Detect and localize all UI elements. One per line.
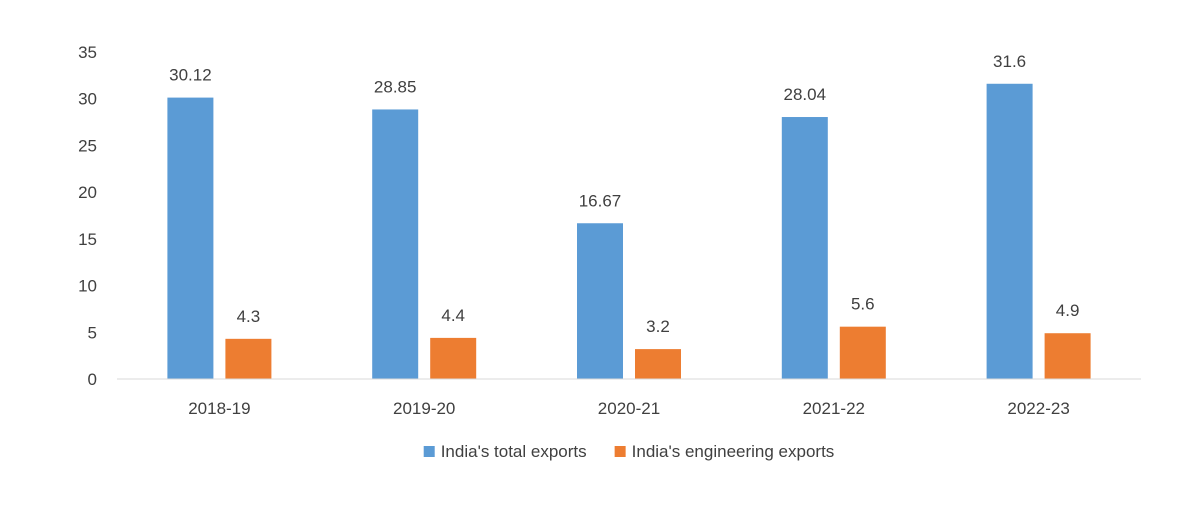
x-tick-label: 2021-22: [803, 399, 865, 418]
x-tick-label: 2018-19: [188, 399, 250, 418]
y-tick-label: 5: [88, 323, 97, 342]
bar-total-exports: [372, 109, 419, 380]
data-label: 28.04: [784, 85, 827, 104]
legend-swatch: [614, 446, 626, 457]
data-label: 4.9: [1056, 301, 1080, 320]
legend-item: India's total exports: [423, 442, 587, 461]
y-tick-label: 30: [78, 90, 97, 109]
data-label: 16.67: [579, 191, 622, 210]
bar-engineering-exports: [839, 326, 886, 379]
y-axis: 0 5 10 15 20 25 30 35: [78, 43, 97, 389]
legend: India's total exports India's engineering…: [423, 442, 835, 461]
bars: [167, 83, 1091, 380]
x-tick-label: 2019-20: [393, 399, 455, 418]
legend-swatch: [423, 446, 435, 457]
x-tick-label: 2020-21: [598, 399, 660, 418]
bar-total-exports: [781, 117, 828, 380]
data-label: 3.2: [646, 317, 670, 336]
y-tick-label: 0: [88, 370, 97, 389]
x-axis: 2018-19 2019-20 2020-21 2021-22 2022-23: [188, 399, 1070, 418]
bar-total-exports: [167, 97, 214, 379]
y-tick-label: 10: [78, 277, 97, 296]
legend-label: India's total exports: [441, 442, 587, 461]
y-tick-label: 15: [78, 230, 97, 249]
data-labels: 30.12 4.3 28.85 4.4 16.67 3.2 28.04 5.6 31.6 4.9: [169, 52, 1079, 336]
data-label: 4.3: [237, 307, 261, 326]
y-tick-label: 20: [78, 183, 97, 202]
data-label: 28.85: [374, 77, 417, 96]
bar-engineering-exports: [635, 349, 681, 379]
bar-engineering-exports: [225, 338, 272, 379]
y-tick-label: 35: [78, 43, 97, 62]
bar-engineering-exports: [430, 337, 477, 379]
legend-item: India's engineering exports: [614, 442, 835, 461]
x-tick-label: 2022-23: [1007, 399, 1069, 418]
data-label: 5.6: [851, 295, 875, 314]
bar-total-exports: [577, 223, 623, 379]
bar-engineering-exports: [1044, 333, 1091, 379]
bar-total-exports: [986, 83, 1033, 379]
legend-label: India's engineering exports: [632, 442, 835, 461]
data-label: 30.12: [169, 66, 212, 85]
data-label: 31.6: [993, 52, 1026, 71]
data-label: 4.4: [441, 306, 465, 325]
y-tick-label: 25: [78, 136, 97, 155]
